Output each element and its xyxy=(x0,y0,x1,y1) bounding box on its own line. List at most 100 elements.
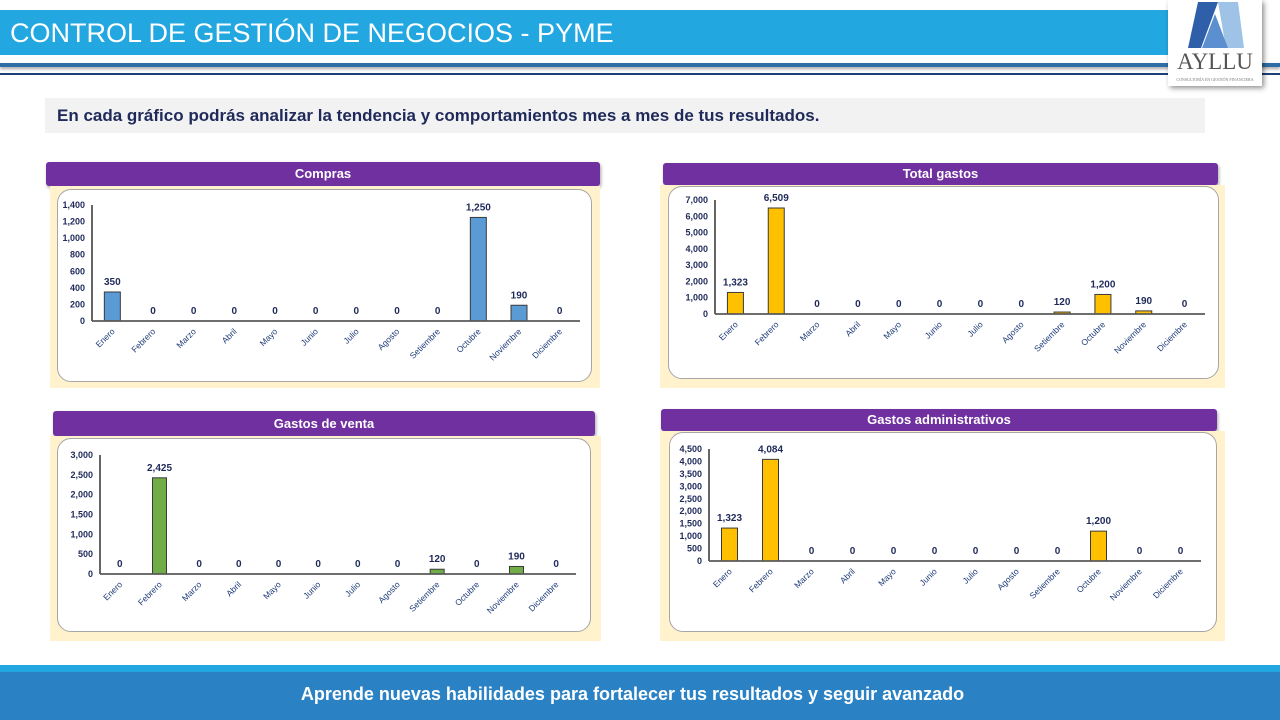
data-label: 0 xyxy=(557,306,563,317)
y-tick-label: 1,200 xyxy=(62,217,85,227)
x-tick-label: Mayo xyxy=(258,326,280,348)
x-tick-label: Enero xyxy=(711,566,734,589)
data-label: 0 xyxy=(937,299,943,310)
chart-title-total-gastos: Total gastos xyxy=(663,163,1218,185)
data-label: 0 xyxy=(855,299,861,310)
x-tick-label: Enero xyxy=(94,326,117,349)
data-label: 1,200 xyxy=(1090,279,1115,290)
x-tick-label: Junio xyxy=(301,579,323,601)
x-tick-label: Mayo xyxy=(881,319,903,341)
x-tick-label: Diciembre xyxy=(526,579,560,613)
data-label: 0 xyxy=(196,559,202,570)
y-tick-label: 6,000 xyxy=(685,211,708,221)
chart-total-gastos: 0 1,000 2,000 3,000 4,000 5,000 6,000 7,000 1,32… xyxy=(668,186,1219,379)
chart-title-text: Gastos administrativos xyxy=(867,412,1011,427)
data-label: 0 xyxy=(313,306,319,317)
x-tick-label: Julio xyxy=(343,579,363,599)
x-tick-label: Noviembre xyxy=(487,326,523,362)
data-label: 0 xyxy=(973,546,979,557)
x-tick-label: Setiembre xyxy=(1032,319,1067,354)
x-tick-label: Noviembre xyxy=(485,579,521,615)
bar xyxy=(103,291,121,322)
bar xyxy=(510,304,528,322)
x-tick-label: Febrero xyxy=(747,566,775,594)
data-label: 0 xyxy=(315,559,321,570)
data-label: 1,200 xyxy=(1086,516,1111,527)
intro-banner: En cada gráfico podrás analizar la tende… xyxy=(45,98,1205,133)
bar xyxy=(721,527,738,562)
data-label: 350 xyxy=(104,277,121,288)
data-label: 120 xyxy=(429,554,446,565)
y-tick-label: 0 xyxy=(697,556,702,566)
bar xyxy=(767,207,785,315)
x-tick-label: Octubre xyxy=(454,326,483,355)
chart-title-text: Compras xyxy=(294,166,352,181)
y-tick-label: 2,000 xyxy=(685,276,708,286)
data-label: 190 xyxy=(1135,296,1152,307)
x-tick-label: Febrero xyxy=(136,579,164,607)
ayllu-logo: AYLLU CONSULTORÍA EN GESTIÓN FINANCIERA xyxy=(1168,0,1262,86)
x-tick-label: Noviembre xyxy=(1112,319,1148,355)
x-tick-label: Junio xyxy=(299,326,321,348)
data-label: 120 xyxy=(1054,297,1071,308)
x-tick-label: Mayo xyxy=(261,579,283,601)
chart-svg-total-gastos: 0 1,000 2,000 3,000 4,000 5,000 6,000 7,000 1,32… xyxy=(685,193,1205,355)
y-tick-label: 2,000 xyxy=(70,490,93,500)
x-tick-label: Marzo xyxy=(174,326,198,350)
data-label: 1,323 xyxy=(717,513,742,524)
chart-compras: 0 200 400 600 800 1,000 1,200 1,400 350 Enero 0 Feb… xyxy=(57,189,592,382)
y-tick-label: 800 xyxy=(70,250,85,260)
data-label: 0 xyxy=(395,559,401,570)
x-tick-label: Marzo xyxy=(180,579,204,603)
x-tick-label: Abril xyxy=(843,319,862,338)
data-label: 0 xyxy=(1014,546,1020,557)
y-tick-label: 1,500 xyxy=(70,510,93,520)
y-tick-label: 0 xyxy=(80,316,85,326)
data-label: 0 xyxy=(978,299,984,310)
data-label: 6,509 xyxy=(764,193,789,204)
chart-title-gastos-administrativos: Gastos administrativos xyxy=(661,409,1217,431)
y-tick-label: 0 xyxy=(703,309,708,319)
x-tick-label: Abril xyxy=(224,579,243,598)
y-tick-label: 4,000 xyxy=(679,456,702,466)
y-tick-label: 400 xyxy=(70,283,85,293)
y-tick-label: 3,500 xyxy=(679,469,702,479)
data-label: 0 xyxy=(394,306,400,317)
y-tick-label: 600 xyxy=(70,266,85,276)
intro-text: En cada gráfico podrás analizar la tende… xyxy=(57,106,820,125)
y-tick-label: 4,000 xyxy=(685,244,708,254)
x-tick-label: Octubre xyxy=(1074,566,1103,595)
data-label: 0 xyxy=(814,299,820,310)
data-label: 0 xyxy=(1178,546,1184,557)
data-label: 0 xyxy=(117,559,123,570)
y-tick-label: 1,500 xyxy=(679,519,702,529)
x-tick-label: Julio xyxy=(341,326,361,346)
chart-title-compras: Compras xyxy=(46,162,600,186)
chart-svg-gastos-venta: 0 500 1,000 1,500 2,000 2,500 3,000 0 Enero 2,425… xyxy=(70,450,576,615)
chart-svg-compras: 0 200 400 600 800 1,000 1,200 1,400 350 Enero 0 Feb… xyxy=(62,200,580,362)
bar xyxy=(152,477,167,575)
logo-wordmark: AYLLU xyxy=(1177,49,1253,74)
x-tick-label: Diciembre xyxy=(530,326,564,360)
data-label: 0 xyxy=(1055,546,1061,557)
bar xyxy=(509,565,524,575)
bar xyxy=(469,216,487,322)
x-tick-label: Abril xyxy=(838,566,857,585)
data-label: 0 xyxy=(896,299,902,310)
y-tick-label: 1,400 xyxy=(62,200,85,210)
data-label: 1,250 xyxy=(466,202,491,213)
x-tick-label: Marzo xyxy=(798,319,822,343)
x-tick-label: Junio xyxy=(923,319,945,341)
x-tick-label: Agosto xyxy=(995,566,1021,592)
data-label: 0 xyxy=(809,546,815,557)
x-tick-label: Octubre xyxy=(1079,319,1108,348)
data-label: 0 xyxy=(236,559,242,570)
data-label: 0 xyxy=(354,306,360,317)
y-tick-label: 500 xyxy=(78,549,93,559)
y-tick-label: 2,500 xyxy=(679,494,702,504)
x-tick-label: Setiembre xyxy=(408,326,443,361)
data-label: 0 xyxy=(1182,299,1188,310)
data-label: 0 xyxy=(1137,546,1143,557)
x-tick-label: Marzo xyxy=(792,566,816,590)
x-tick-label: Febrero xyxy=(753,319,781,347)
